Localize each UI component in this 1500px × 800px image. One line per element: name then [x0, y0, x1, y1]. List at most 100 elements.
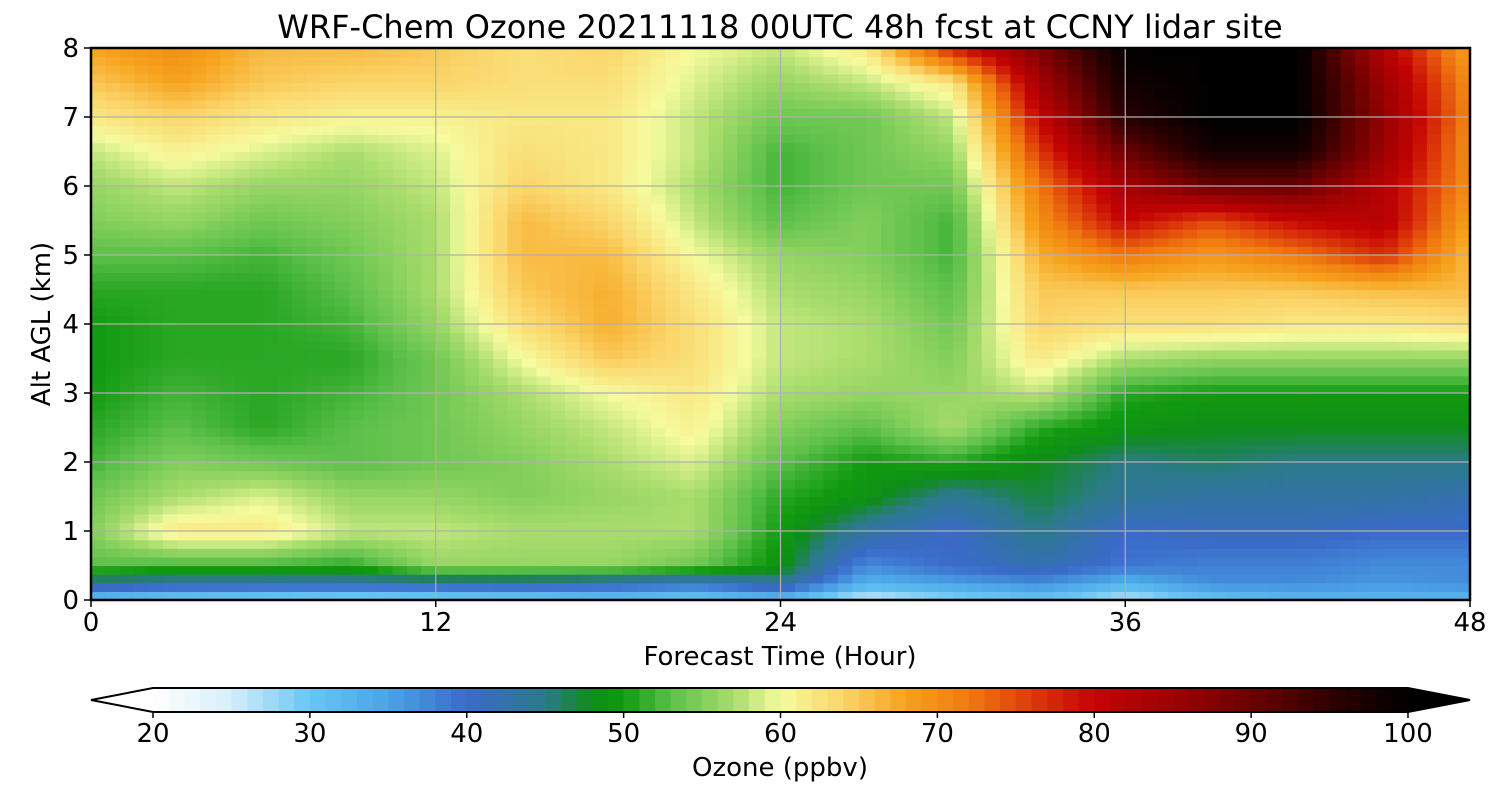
heatmap-cell: [1053, 220, 1069, 230]
heatmap-cell: [679, 591, 695, 600]
heatmap-cell: [1082, 384, 1098, 394]
heatmap-cell: [579, 168, 595, 178]
heatmap-cell: [579, 315, 595, 325]
heatmap-cell: [234, 522, 250, 532]
heatmap-cell: [407, 272, 422, 282]
heatmap-cell: [1125, 505, 1141, 515]
heatmap-cell: [837, 194, 853, 204]
heatmap-cell: [1426, 418, 1442, 429]
heatmap-cell: [162, 548, 178, 558]
heatmap-cell: [277, 393, 293, 403]
heatmap-cell: [1340, 255, 1356, 265]
heatmap-cell: [550, 531, 566, 541]
heatmap-cell: [737, 203, 753, 213]
heatmap-cell: [91, 574, 106, 584]
heatmap-cell: [277, 436, 293, 446]
heatmap-cell: [263, 393, 279, 403]
heatmap-cell: [1398, 315, 1414, 325]
heatmap-cell: [1010, 168, 1026, 178]
heatmap-cell: [780, 591, 796, 600]
heatmap-cell: [177, 531, 193, 541]
heatmap-cell: [507, 401, 523, 411]
heatmap-cell: [320, 513, 336, 523]
heatmap-cell: [622, 505, 638, 515]
heatmap-cell: [866, 436, 882, 446]
heatmap-cell: [837, 151, 853, 161]
heatmap-cell: [1412, 203, 1428, 213]
heatmap-cell: [1125, 470, 1141, 480]
heatmap-cell: [392, 582, 408, 592]
heatmap-cell: [464, 436, 480, 446]
heatmap-cell: [751, 393, 767, 403]
heatmap-cell: [536, 168, 552, 178]
heatmap-cell: [292, 522, 308, 532]
heatmap-cell: [1283, 401, 1299, 411]
heatmap-cell: [1326, 565, 1342, 575]
heatmap-cell: [1340, 341, 1356, 351]
heatmap-cell: [1139, 384, 1155, 394]
heatmap-cell: [1039, 229, 1055, 239]
heatmap-cell: [1369, 418, 1385, 429]
heatmap-cell: [1455, 177, 1470, 187]
heatmap-cell: [1311, 220, 1327, 230]
heatmap-cell: [1297, 582, 1313, 592]
heatmap-cell: [292, 203, 308, 213]
heatmap-cell: [981, 349, 997, 360]
heatmap-cell: [938, 168, 954, 178]
heatmap-cell: [708, 177, 724, 187]
heatmap-cell: [1182, 151, 1198, 161]
heatmap-cell: [263, 177, 279, 187]
heatmap-cell: [1455, 375, 1470, 385]
heatmap-cell: [1039, 255, 1055, 265]
heatmap-cell: [1211, 565, 1227, 575]
heatmap-cell: [780, 565, 796, 575]
heatmap-cell: [521, 591, 537, 600]
heatmap-cell: [694, 367, 710, 377]
heatmap-cell: [1182, 186, 1198, 196]
heatmap-cell: [565, 496, 580, 506]
heatmap-cell: [191, 246, 207, 256]
heatmap-cell: [349, 246, 365, 256]
heatmap-cell: [1225, 263, 1241, 273]
heatmap-cell: [1110, 237, 1126, 247]
heatmap-cell: [766, 211, 782, 222]
heatmap-cell: [306, 462, 322, 472]
heatmap-cell: [1024, 496, 1040, 506]
heatmap-cell: [823, 531, 839, 541]
heatmap-cell: [1168, 186, 1184, 196]
heatmap-cell: [608, 565, 624, 575]
heatmap-cell: [493, 531, 509, 541]
heatmap-cell: [866, 203, 882, 213]
heatmap-cell: [435, 418, 451, 429]
heatmap-cell: [493, 272, 509, 282]
heatmap-cell: [134, 418, 150, 429]
heatmap-cell: [450, 246, 466, 256]
heatmap-cell: [435, 341, 451, 351]
heatmap-cell: [1010, 565, 1026, 575]
heatmap-cell: [823, 470, 839, 480]
heatmap-cell: [220, 487, 236, 498]
heatmap-cell: [1053, 367, 1069, 377]
heatmap-cell: [665, 375, 681, 385]
heatmap-cell: [952, 263, 968, 273]
heatmap-cell: [392, 246, 408, 256]
heatmap-cell: [249, 255, 264, 265]
heatmap-cell: [852, 453, 868, 463]
heatmap-cell: [363, 289, 379, 299]
heatmap-cell: [134, 280, 150, 291]
heatmap-cell: [1383, 315, 1399, 325]
heatmap-cell: [1067, 203, 1083, 213]
heatmap-cell: [378, 367, 394, 377]
heatmap-cell: [392, 496, 408, 506]
heatmap-cell: [1225, 358, 1241, 368]
heatmap-cell: [177, 453, 193, 463]
heatmap-cell: [1441, 496, 1457, 506]
heatmap-cell: [1024, 393, 1040, 403]
heatmap-cell: [1010, 487, 1026, 498]
heatmap-cell: [1053, 401, 1069, 411]
heatmap-cell: [277, 194, 293, 204]
heatmap-cell: [837, 574, 853, 584]
heatmap-cell: [1455, 462, 1470, 472]
heatmap-cell: [938, 151, 954, 161]
heatmap-cell: [349, 177, 365, 187]
